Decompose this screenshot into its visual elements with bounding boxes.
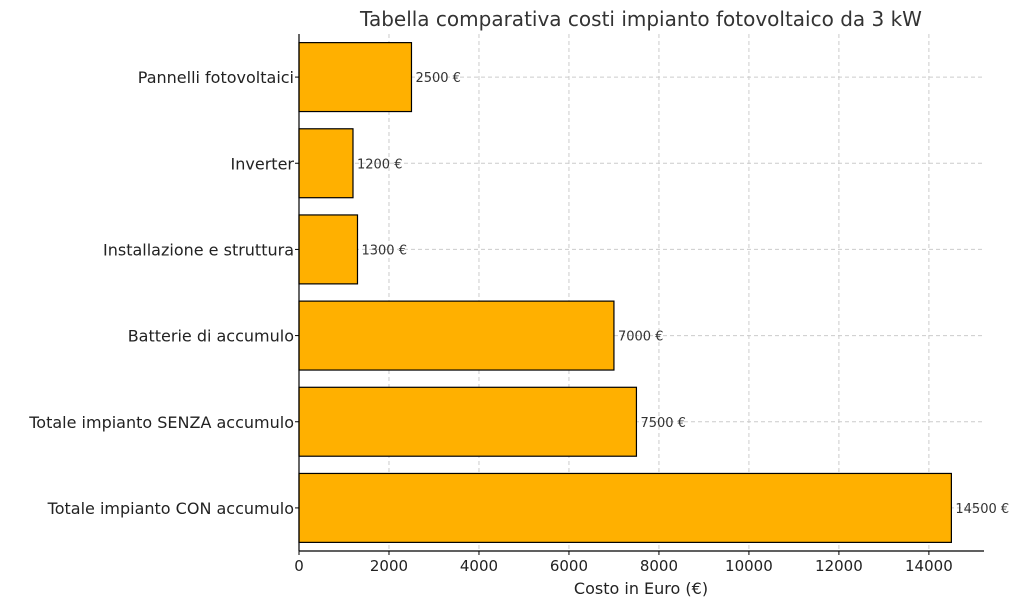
- x-tick-label: 4000: [460, 557, 498, 575]
- x-axis-label: Costo in Euro (€): [574, 579, 708, 598]
- x-tick-label: 14000: [905, 557, 953, 575]
- bar-value-label: 2500 €: [415, 71, 461, 86]
- bar: [298, 300, 615, 371]
- bar: [298, 472, 952, 543]
- bars: [298, 42, 952, 543]
- chart-title: Tabella comparativa costi impianto fotov…: [359, 7, 922, 31]
- x-tick-label: 6000: [550, 557, 588, 575]
- y-tick-label: Totale impianto CON accumulo: [47, 499, 294, 518]
- x-tick-label: 10000: [725, 557, 773, 575]
- bar: [298, 128, 354, 199]
- y-axis-labels: Pannelli fotovoltaici Inverter Installazio…: [28, 68, 294, 518]
- y-tick-label: Installazione e struttura: [103, 240, 294, 259]
- value-labels: 2500 € 1200 € 1300 € 7000 € 7500 € 14500 €: [357, 71, 1009, 517]
- bar-value-label: 7000 €: [618, 330, 664, 345]
- x-axis-ticks: 0 2000 4000 6000 8000 10000 12000 14000: [294, 551, 953, 575]
- bar: [298, 386, 638, 457]
- bar-value-label: 14500 €: [955, 502, 1009, 517]
- x-tick-label: 0: [294, 557, 304, 575]
- bar-value-label: 1200 €: [357, 157, 403, 172]
- x-tick-label: 8000: [640, 557, 678, 575]
- bar: [298, 214, 359, 285]
- y-tick-label: Pannelli fotovoltaici: [138, 68, 294, 87]
- x-tick-label: 12000: [815, 557, 863, 575]
- x-tick-label: 2000: [370, 557, 408, 575]
- y-tick-label: Batterie di accumulo: [128, 327, 294, 346]
- bar-value-label: 7500 €: [640, 416, 686, 431]
- y-tick-label: Totale impianto SENZA accumulo: [28, 413, 294, 432]
- axes: [295, 34, 984, 552]
- bar: [298, 42, 413, 113]
- bar-value-label: 1300 €: [361, 243, 407, 258]
- y-tick-label: Inverter: [231, 154, 295, 173]
